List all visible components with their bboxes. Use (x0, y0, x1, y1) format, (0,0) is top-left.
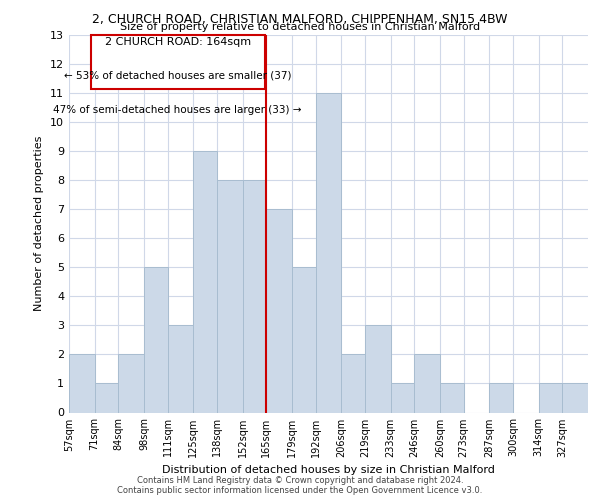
Bar (167, 326, 193, 412)
Text: ← 53% of detached houses are smaller (37): ← 53% of detached houses are smaller (37… (64, 71, 292, 81)
Bar (217, 180, 242, 412)
Bar (341, 354, 365, 412)
Bar (144, 268, 167, 412)
Text: 2 CHURCH ROAD: 164sqm: 2 CHURCH ROAD: 164sqm (104, 37, 251, 47)
Bar (490, 384, 513, 412)
Bar (193, 151, 217, 412)
Text: Contains HM Land Registry data © Crown copyright and database right 2024.
Contai: Contains HM Land Registry data © Crown c… (118, 476, 482, 495)
Bar (440, 384, 464, 412)
Bar (69, 354, 95, 412)
Y-axis label: Number of detached properties: Number of detached properties (34, 136, 44, 312)
X-axis label: Distribution of detached houses by size in Christian Malford: Distribution of detached houses by size … (162, 465, 495, 475)
Bar (292, 268, 316, 412)
Bar (316, 93, 341, 412)
Text: Size of property relative to detached houses in Christian Malford: Size of property relative to detached ho… (120, 22, 480, 32)
Bar (365, 326, 391, 412)
Bar (415, 354, 440, 412)
Text: 47% of semi-detached houses are larger (33) →: 47% of semi-detached houses are larger (… (53, 105, 302, 115)
Bar (95, 384, 118, 412)
Bar (118, 354, 144, 412)
Bar (539, 384, 562, 412)
Bar (391, 384, 415, 412)
FancyBboxPatch shape (91, 35, 265, 88)
Bar (266, 209, 292, 412)
Bar (562, 384, 588, 412)
Text: 2, CHURCH ROAD, CHRISTIAN MALFORD, CHIPPENHAM, SN15 4BW: 2, CHURCH ROAD, CHRISTIAN MALFORD, CHIPP… (92, 12, 508, 26)
Bar (242, 180, 266, 412)
